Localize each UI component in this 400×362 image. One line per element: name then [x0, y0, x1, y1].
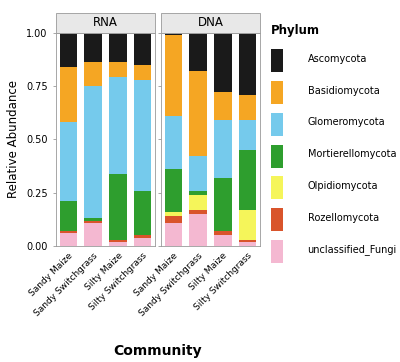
Bar	[214, 231, 232, 236]
Bar	[109, 173, 126, 240]
Y-axis label: Relative Abundance: Relative Abundance	[8, 80, 20, 198]
Text: DNA: DNA	[198, 16, 224, 29]
Bar	[214, 120, 232, 178]
Bar	[134, 64, 151, 80]
Bar	[134, 80, 151, 191]
FancyBboxPatch shape	[271, 176, 283, 199]
Bar	[165, 212, 182, 216]
Bar	[190, 195, 207, 210]
Bar	[134, 237, 151, 246]
Bar	[60, 233, 77, 246]
Bar	[109, 77, 126, 173]
Bar	[109, 33, 126, 63]
FancyBboxPatch shape	[271, 208, 283, 231]
Bar	[239, 240, 256, 242]
Bar	[190, 71, 207, 156]
Bar	[239, 150, 256, 210]
Bar	[190, 156, 207, 191]
Bar	[84, 33, 102, 63]
Bar	[60, 201, 77, 231]
Bar	[239, 242, 256, 246]
Bar	[165, 116, 182, 169]
Bar	[239, 33, 256, 94]
Text: Glomeromycota: Glomeromycota	[308, 117, 385, 127]
Bar	[214, 178, 232, 231]
Text: Mortierellomycota: Mortierellomycota	[308, 149, 396, 159]
Bar	[109, 240, 126, 242]
Bar	[60, 122, 77, 201]
Text: Olpidiomycota: Olpidiomycota	[308, 181, 378, 191]
Bar	[214, 236, 232, 246]
Bar	[239, 120, 256, 150]
Bar	[134, 236, 151, 237]
Text: RNA: RNA	[93, 16, 118, 29]
Text: Community: Community	[114, 344, 202, 358]
Bar	[84, 223, 102, 246]
FancyBboxPatch shape	[271, 240, 283, 263]
FancyBboxPatch shape	[271, 145, 283, 168]
Bar	[60, 231, 77, 233]
Text: Basidiomycota: Basidiomycota	[308, 85, 379, 96]
Text: Phylum: Phylum	[271, 24, 320, 37]
Bar	[165, 216, 182, 223]
Bar	[60, 67, 77, 122]
Text: Ascomycota: Ascomycota	[308, 54, 367, 64]
Bar	[84, 220, 102, 223]
Bar	[190, 33, 207, 71]
Text: unclassified_Fungi: unclassified_Fungi	[308, 244, 397, 255]
Bar	[239, 94, 256, 120]
Bar	[84, 63, 102, 86]
Bar	[165, 223, 182, 246]
Bar	[214, 33, 232, 92]
Bar	[60, 33, 77, 67]
Bar	[190, 214, 207, 246]
Bar	[109, 63, 126, 77]
Bar	[109, 242, 126, 246]
Bar	[239, 210, 256, 240]
Bar	[165, 169, 182, 212]
Bar	[190, 210, 207, 214]
Bar	[165, 33, 182, 35]
Bar	[165, 35, 182, 116]
Bar	[214, 92, 232, 120]
Bar	[134, 191, 151, 236]
Bar	[84, 218, 102, 220]
FancyBboxPatch shape	[271, 113, 283, 136]
Bar	[190, 191, 207, 195]
Bar	[84, 86, 102, 218]
FancyBboxPatch shape	[271, 81, 283, 104]
FancyBboxPatch shape	[271, 49, 283, 72]
Text: Rozellomycota: Rozellomycota	[308, 212, 379, 223]
Bar	[134, 33, 151, 64]
